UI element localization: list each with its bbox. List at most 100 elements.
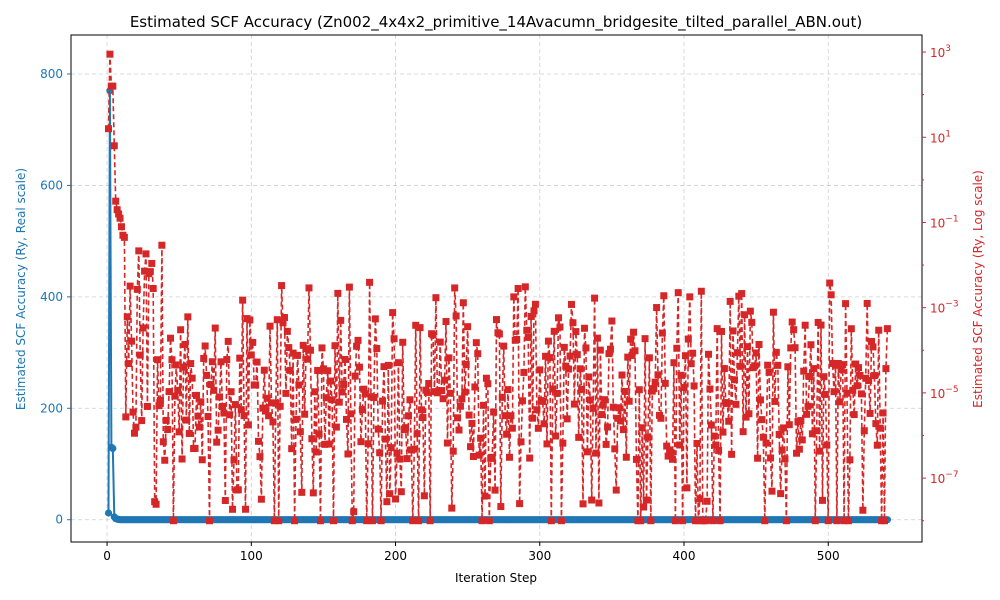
series-log-point: [514, 285, 522, 293]
series-log-point: [641, 335, 649, 343]
series-log-point: [132, 423, 140, 431]
series-log-point: [790, 326, 798, 334]
series-log-point: [752, 349, 760, 357]
series-log-point: [800, 367, 808, 375]
series-log-point: [876, 424, 884, 432]
series-log-point: [726, 297, 734, 305]
series-log-point: [348, 517, 356, 525]
series-log-point: [174, 386, 182, 394]
series-log-point: [689, 349, 697, 357]
series-log-point: [203, 371, 211, 379]
series-log-point: [781, 455, 789, 463]
series-log-point: [156, 396, 164, 404]
series-log-point: [283, 327, 291, 335]
series-log-point: [109, 82, 117, 90]
series-log-point: [275, 517, 283, 525]
series-log-point: [598, 411, 606, 419]
series-log-point: [485, 517, 493, 525]
series-log-point: [120, 233, 128, 241]
series-log-point: [344, 450, 352, 458]
series-log-point: [315, 430, 323, 438]
series-log-point: [713, 325, 721, 333]
series-log-point: [601, 396, 609, 404]
series-log-point: [745, 410, 753, 418]
series-log-point: [308, 435, 316, 443]
series-log-point: [403, 455, 411, 463]
series-log-point: [497, 503, 505, 511]
series-log-point: [381, 435, 389, 443]
series-log-point: [280, 314, 288, 322]
series-log-point: [465, 411, 473, 419]
series-log-point: [570, 400, 578, 408]
series-log-point: [843, 389, 851, 397]
series-log-point: [168, 356, 176, 364]
series-log-point: [619, 426, 627, 434]
series-log-point: [429, 331, 437, 339]
series-log-point: [592, 449, 600, 457]
series-log-point: [566, 352, 574, 360]
series-log-point: [142, 250, 150, 258]
series-log-point: [139, 324, 147, 332]
series-log-point: [331, 342, 339, 350]
series-log-point: [420, 492, 428, 500]
series-log-point: [185, 429, 193, 437]
series-log-point: [671, 517, 679, 525]
series-log-point: [311, 388, 319, 396]
series-log-point: [500, 342, 508, 350]
series-log-point: [725, 417, 733, 425]
series-log-point: [175, 428, 183, 436]
series-log-point: [555, 314, 563, 322]
series-log-point: [679, 517, 687, 525]
series-log-point: [340, 380, 348, 388]
series-log-point: [272, 399, 280, 407]
series-log-point: [707, 421, 715, 429]
y-left-tick-label: 200: [40, 401, 63, 415]
series-log-point: [269, 418, 277, 426]
y-left-tick-label: 800: [40, 67, 63, 81]
series-log-point: [868, 337, 876, 345]
series-log-point: [879, 409, 887, 417]
series-log-point: [455, 426, 463, 434]
series-log-point: [293, 351, 301, 359]
series-log-point: [253, 358, 261, 366]
series-log-point: [230, 456, 238, 464]
series-log-point: [110, 142, 118, 150]
series-log-point: [521, 283, 529, 291]
x-tick-label: 300: [528, 549, 551, 563]
series-log-point: [544, 337, 552, 345]
series-log-point: [441, 376, 449, 384]
series-log-point: [172, 361, 180, 369]
series-log-point: [347, 410, 355, 418]
series-log-point: [249, 338, 257, 346]
series-log-point: [237, 406, 245, 414]
series-log-point: [184, 313, 192, 321]
series-log-point: [857, 390, 865, 398]
series-log-point: [448, 504, 456, 512]
series-log-point: [606, 345, 614, 353]
series-log-point: [552, 432, 560, 440]
series-log-point: [660, 292, 668, 300]
series-log-point: [503, 430, 511, 438]
chart-title: Estimated SCF Accuracy (Zn002_4x4x2_prim…: [130, 13, 862, 32]
series-log-point: [661, 379, 669, 387]
series-log-point: [583, 448, 591, 456]
series-log-point: [304, 355, 312, 363]
series-log-point: [224, 337, 232, 345]
series-log-point: [687, 360, 695, 368]
series-log-point: [368, 517, 376, 525]
series-log-point: [198, 456, 206, 464]
series-log-point: [609, 403, 617, 411]
series-log-point: [105, 125, 113, 133]
series-log-point: [604, 423, 612, 431]
series-log-point: [210, 386, 218, 394]
series-log-point: [338, 388, 346, 396]
series-log-point: [712, 441, 720, 449]
series-log-point: [768, 487, 776, 495]
series-log-point: [524, 333, 532, 341]
series-log-point: [357, 438, 365, 446]
series-log-point: [518, 397, 526, 405]
series-log-point: [425, 379, 433, 387]
series-log-point: [533, 406, 541, 414]
series-log-point: [674, 289, 682, 297]
series-log-point: [317, 517, 325, 525]
